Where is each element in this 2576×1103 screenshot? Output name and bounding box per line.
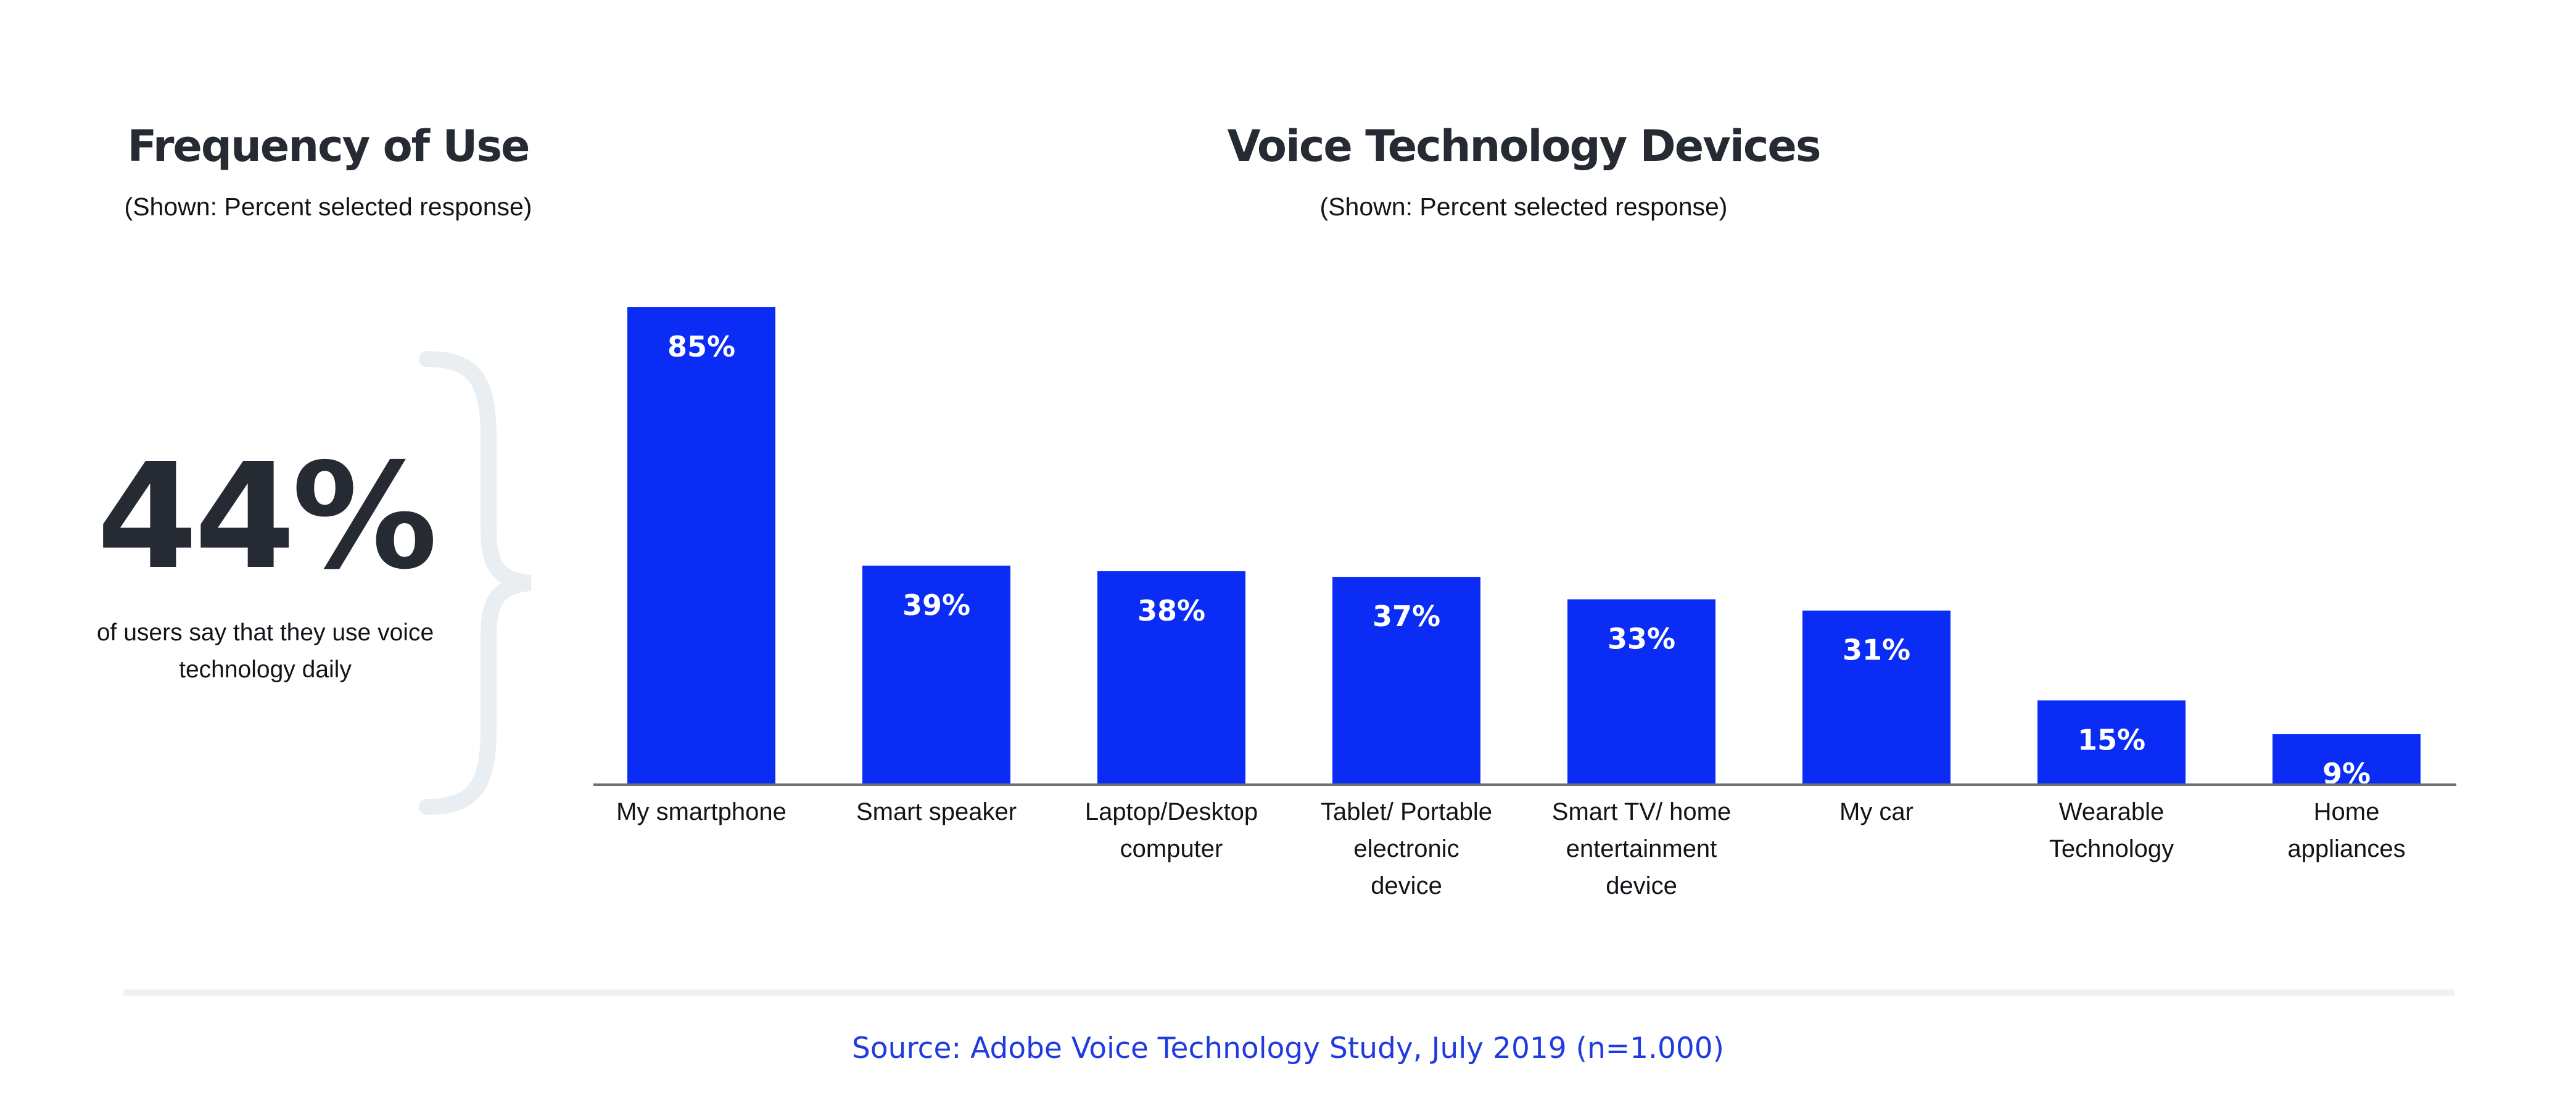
footer-divider [123, 989, 2455, 996]
frequency-subtitle: (Shown: Percent selected response) [124, 192, 532, 221]
category-label: Laptop/Desktop [1085, 798, 1258, 825]
category-label: entertainment [1566, 835, 1717, 862]
category-label: Technology [2049, 835, 2174, 862]
category-label: device [1371, 872, 1442, 899]
category-label: Tablet/ Portable [1321, 798, 1492, 825]
category-label: computer [1120, 835, 1223, 862]
bars-group: 85%39% 38% 37%33% 31%15%9% [627, 307, 2421, 790]
curly-brace-icon [419, 351, 532, 815]
category-label: electronic [1353, 835, 1459, 862]
bar-value-label: 33% [1608, 622, 1675, 656]
bar-value-label: 38% [1137, 594, 1205, 627]
category-label: appliances [2287, 835, 2405, 862]
bar [862, 565, 1010, 785]
category-label: device [1606, 872, 1677, 899]
category-label: Smart speaker [856, 798, 1017, 825]
chart-title: Voice Technology Devices [1227, 121, 1822, 171]
bar [627, 307, 775, 785]
bar-value-label: 85% [667, 330, 735, 363]
daily-usage-stat: 44% [96, 432, 438, 601]
source-note: Source: Adobe Voice Technology Study, Ju… [851, 1031, 1725, 1065]
bar [1567, 599, 1715, 785]
bar-value-label: 31% [1843, 634, 1910, 667]
bar-value-label: 39% [902, 589, 970, 622]
daily-usage-description: of users say that they use voice technol… [96, 619, 434, 683]
bar [1097, 571, 1245, 785]
x-axis-labels: My smartphone Smart speaker Laptop/Desktop… [616, 798, 2405, 899]
bar-value-label: 15% [2078, 723, 2145, 756]
chart-subtitle: (Shown: Percent selected response) [1319, 192, 1728, 221]
category-label: Smart TV/ home [1552, 798, 1731, 825]
category-label: My smartphone [616, 798, 786, 825]
bar [2273, 734, 2421, 785]
bar [2037, 700, 2186, 785]
category-label: Wearable [2059, 798, 2164, 825]
curly-brace-path [419, 351, 532, 815]
category-label: Home [2314, 798, 2380, 825]
frequency-title: Frequency of Use [127, 121, 530, 171]
bar-value-label: 37% [1373, 600, 1440, 633]
bar [1332, 577, 1480, 785]
category-label: My car [1839, 798, 1913, 825]
bar-chart: 85%39% 38% 37%33% 31%15%9% My smartphone Sma… [593, 307, 2456, 899]
bar [1802, 610, 1951, 785]
